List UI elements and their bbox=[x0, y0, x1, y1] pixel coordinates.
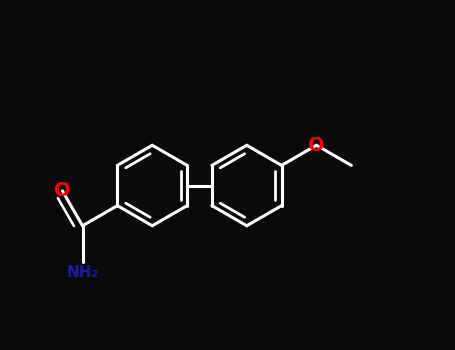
Text: O: O bbox=[308, 136, 325, 155]
Text: NH₂: NH₂ bbox=[66, 265, 99, 280]
Text: O: O bbox=[54, 181, 71, 201]
